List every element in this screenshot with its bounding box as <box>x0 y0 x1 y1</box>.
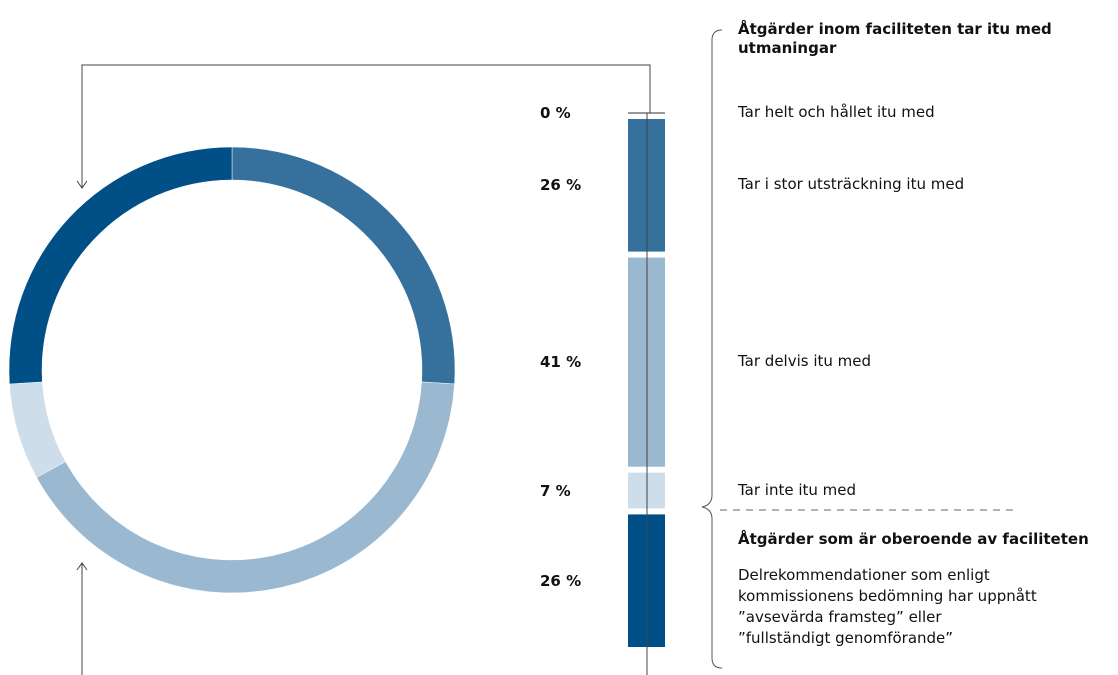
category-label: Tar inte itu med <box>738 480 857 499</box>
connector <box>81 64 651 188</box>
category-label: Tar i stor utsträckning itu med <box>738 175 965 194</box>
value-label: 26 % <box>540 571 582 590</box>
value-label: 7 % <box>540 481 571 500</box>
category-label: Tar helt och hållet itu med <box>738 103 935 121</box>
arrow <box>76 180 88 189</box>
donut-segment <box>231 146 456 385</box>
bracket <box>701 29 723 669</box>
donut-segment <box>36 381 455 594</box>
value-label: 41 % <box>540 353 582 372</box>
arrow <box>76 562 88 571</box>
category-label: Tar delvis itu med <box>738 352 872 371</box>
group-title: Åtgärder inom faciliteten tar itu med ut… <box>738 20 1052 57</box>
category-label: Delrekommendationer som enligt kommissio… <box>738 566 1037 647</box>
donut-segment <box>8 146 233 385</box>
donut-segment <box>9 381 66 478</box>
group-title: Åtgärder som är oberoende av faciliteten <box>738 530 1089 548</box>
value-label: 26 % <box>540 176 582 195</box>
value-label: 0 % <box>540 104 571 122</box>
